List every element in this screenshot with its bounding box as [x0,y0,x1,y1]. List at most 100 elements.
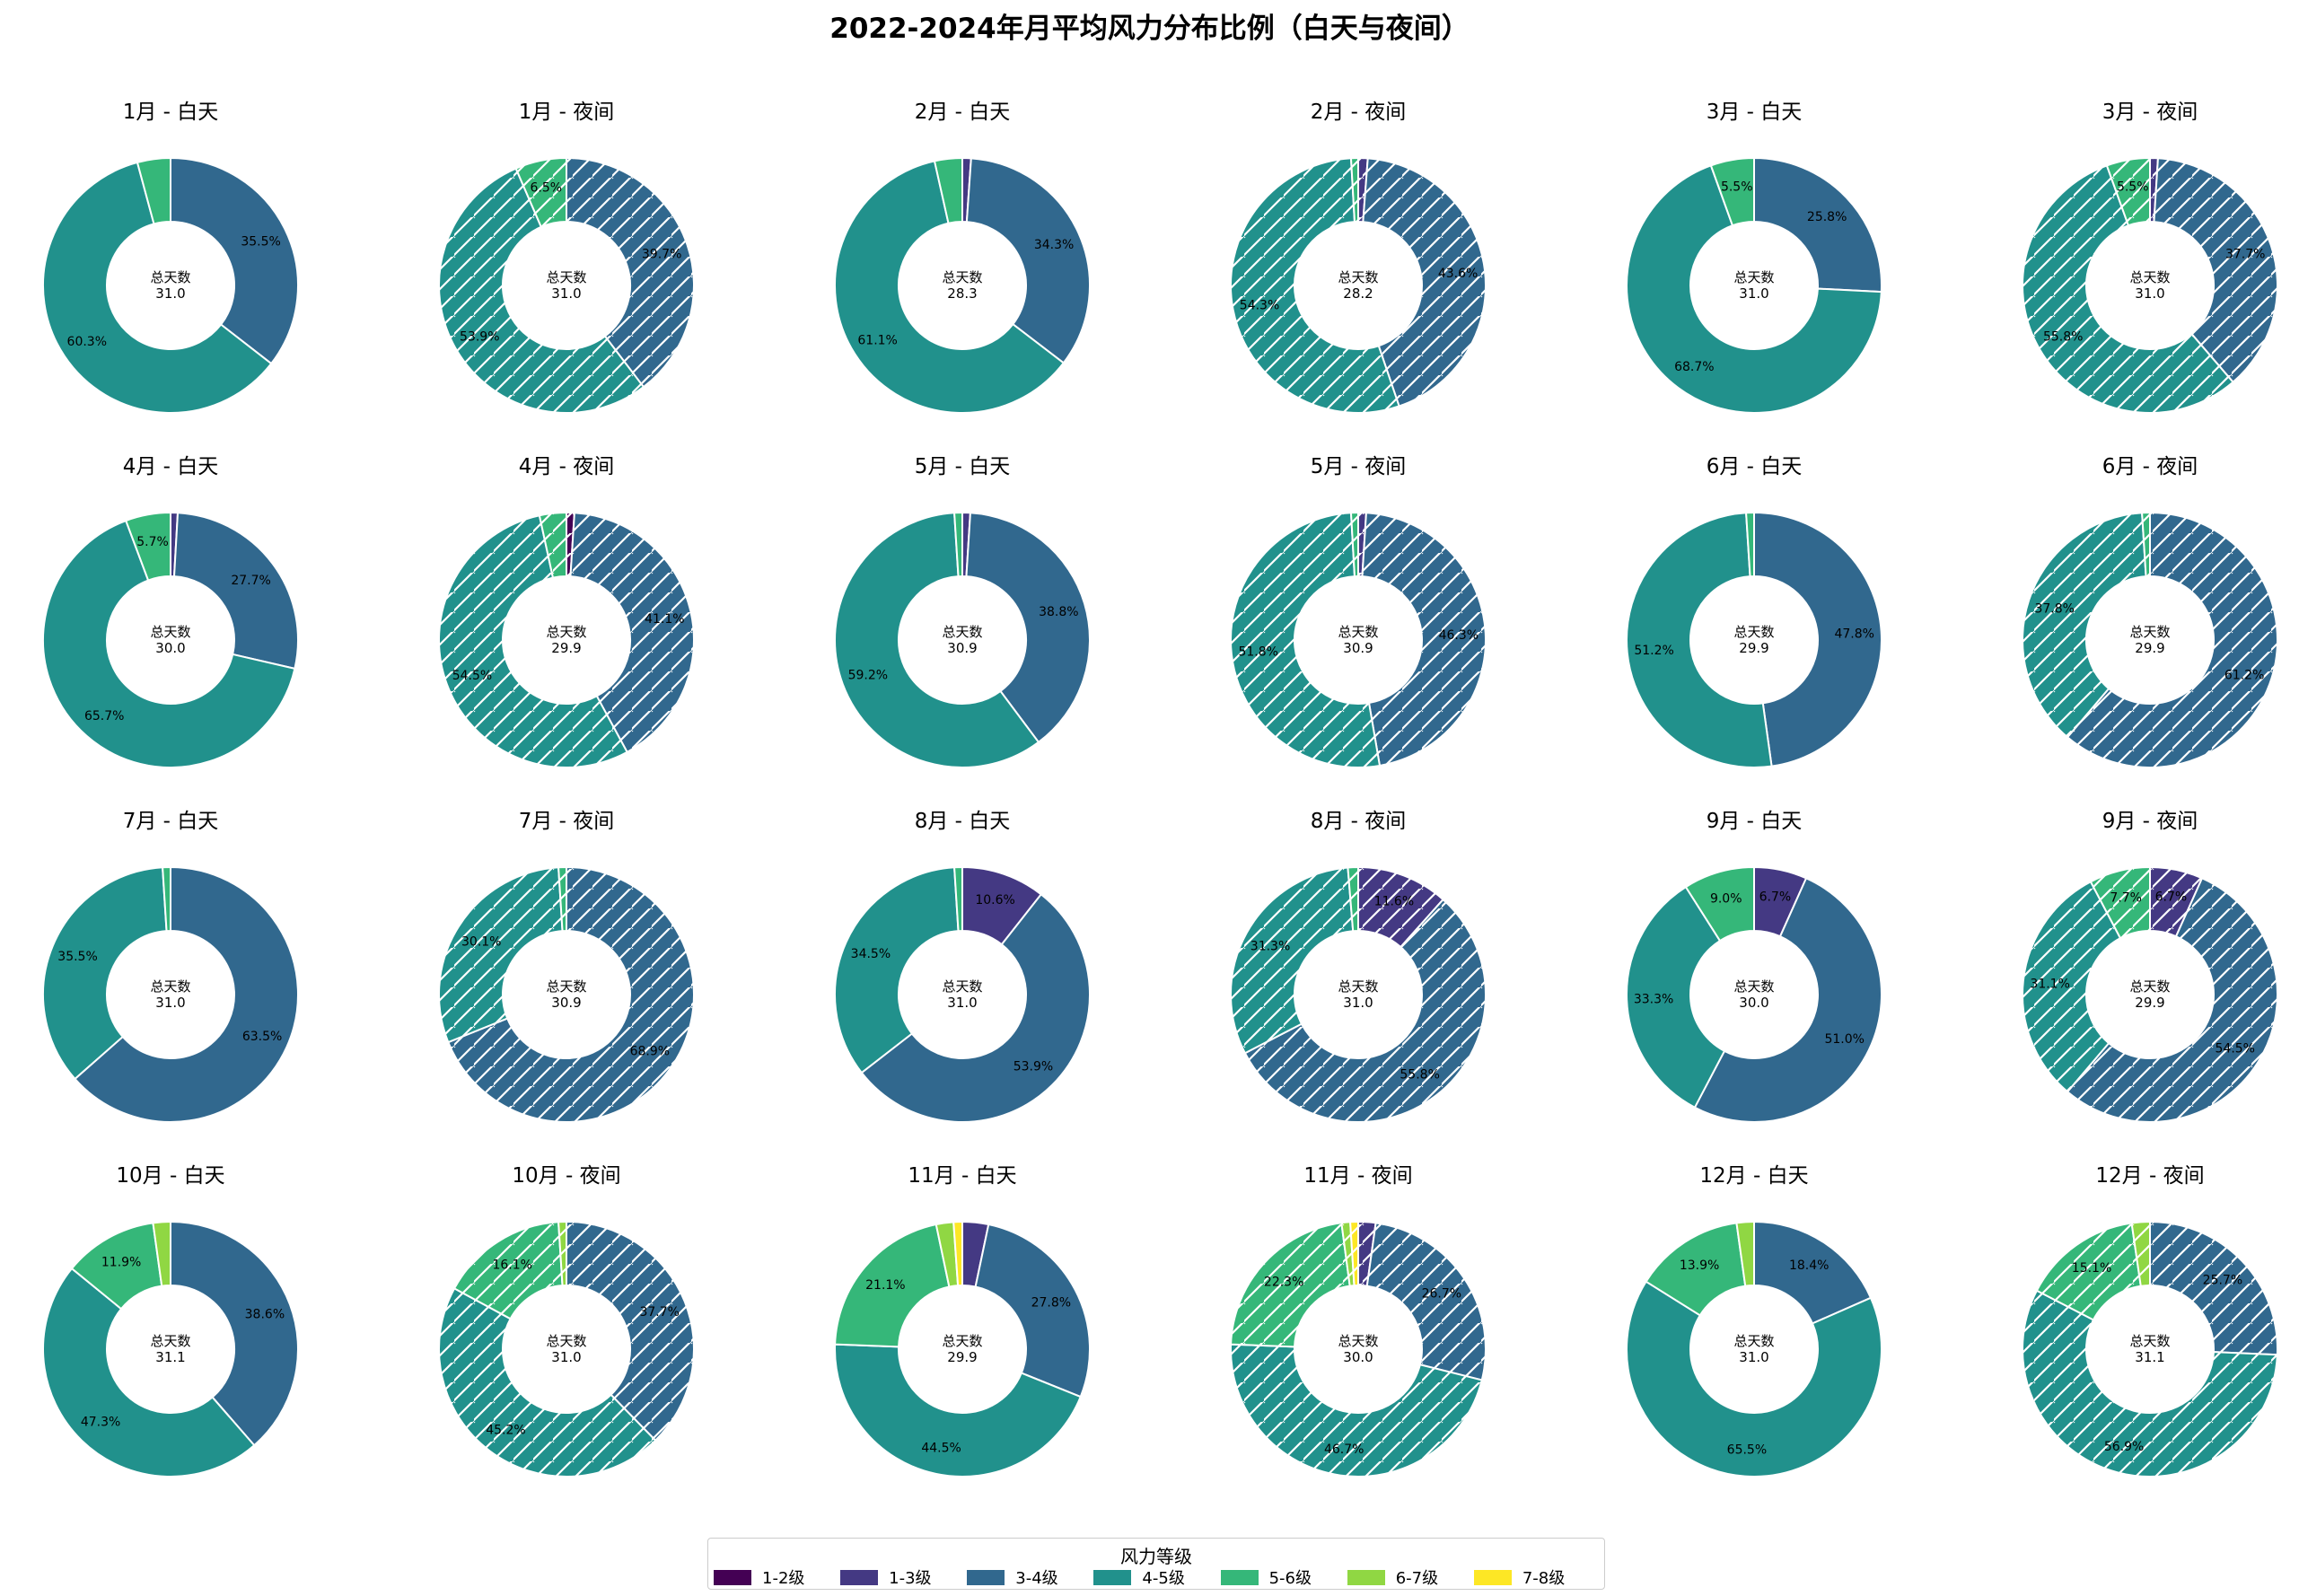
donut-slice [974,1223,1091,1399]
legend-swatch [714,1569,751,1585]
center-label: 总天数 [1733,1333,1774,1349]
slice-label: 21.1% [865,1278,905,1293]
subplot-title: 2月 - 夜间 [1311,101,1407,124]
slice-label: 7.7% [2110,890,2142,905]
center-total: 31.0 [1739,285,1768,302]
donut-slice [74,865,299,1123]
donut-slice [1735,1220,1755,1287]
center-label: 总天数 [1733,978,1774,995]
slice-hatch [2131,1222,2150,1286]
donut-slice [860,892,1091,1123]
center-label: 总天数 [942,269,982,285]
slice-label: 5.7% [136,535,169,549]
slice-hatch [2022,513,2146,738]
donut-slice [1693,877,1882,1124]
legend-swatch [1220,1569,1259,1585]
slice-label: 13.9% [1680,1258,1719,1273]
slice-label: 68.9% [630,1045,670,1059]
subplot-title: 9月 - 夜间 [2102,810,2198,833]
slice-label: 68.7% [1674,360,1714,374]
center-total: 31.1 [155,1349,185,1365]
slice-hatch [2150,867,2203,937]
slice-hatch [1358,513,1366,577]
slice-hatch [454,1222,563,1320]
legend-swatch [1473,1569,1512,1585]
donut-slice [1684,865,1755,943]
center-label: 总天数 [1338,1333,1378,1349]
legend-item: 1-3级 [840,1565,967,1589]
donut-slice [933,156,963,224]
slice-label: 55.8% [1400,1067,1439,1082]
slice-label: 54.5% [452,669,492,683]
slice-hatch [539,513,566,578]
slice-label: 43.6% [1438,267,1478,281]
slice-label: 51.8% [1238,645,1277,660]
subplot-title: 11月 - 夜间 [1303,1164,1412,1188]
legend-items: 1-2级 1-3级 3-4级 4-5级 5-6级 6-7级 7-8级 [714,1565,1601,1589]
slice-label: 53.9% [1013,1059,1053,1074]
legend-item: 5-6级 [1220,1565,1347,1589]
slice-label: 45.2% [486,1423,525,1437]
slice-hatch [439,1288,656,1477]
center-total: 30.0 [1343,1349,1373,1365]
center-label: 总天数 [150,978,190,995]
center-total: 31.1 [2135,1349,2164,1365]
center-total: 30.0 [155,640,185,656]
slice-label: 9.0% [1710,891,1742,906]
legend-label: 6-7级 [1395,1569,1439,1588]
donut-slice [1626,885,1726,1109]
slice-label: 25.8% [1807,210,1847,224]
legend-item: 6-7级 [1347,1565,1474,1589]
slice-label: 39.7% [642,247,681,261]
slice-hatch [2150,158,2158,223]
donut-slice [1625,1280,1882,1478]
donut-slice [1753,156,1882,294]
slice-hatch [2090,867,2150,939]
donut-slice [952,1220,963,1287]
slice-label: 61.1% [857,333,897,347]
subplot-title: 1月 - 夜间 [519,101,615,124]
center-label: 总天数 [2129,269,2170,285]
donut-slice [152,1220,171,1287]
slice-label: 65.5% [1727,1443,1767,1458]
slice-label: 55.8% [2043,329,2083,344]
subplot-title: 1月 - 白天 [123,101,219,124]
subplot-title: 3月 - 白天 [1707,101,1803,124]
legend-label: 5-6级 [1268,1569,1312,1588]
slice-label: 35.5% [241,235,280,250]
slice-hatch [1231,1223,1350,1347]
slice-hatch [558,1222,566,1286]
slice-label: 41.1% [645,612,684,627]
subplot-title: 5月 - 白天 [915,455,1011,478]
legend-item: 1-2级 [714,1565,840,1589]
legend-swatch [1093,1569,1132,1585]
slice-hatch [566,1222,695,1441]
donut-slice [42,519,296,768]
center-label: 总天数 [1733,624,1774,640]
slice-hatch [566,513,575,577]
slice-hatch [1358,867,1443,948]
subplot-title: 6月 - 夜间 [2102,455,2198,478]
center-total: 31.0 [2135,285,2164,302]
donut-slice [172,512,299,671]
slice-hatch [2154,158,2277,382]
slice-label: 54.5% [2216,1042,2255,1057]
slice-label: 35.5% [57,950,97,964]
slice-label: 25.7% [2203,1274,2242,1288]
center-total: 31.0 [1739,1349,1768,1365]
slice-label: 51.2% [1634,644,1673,658]
slice-hatch [558,867,566,932]
slice-label: 46.7% [1324,1443,1364,1457]
slice-label: 63.5% [242,1030,282,1044]
